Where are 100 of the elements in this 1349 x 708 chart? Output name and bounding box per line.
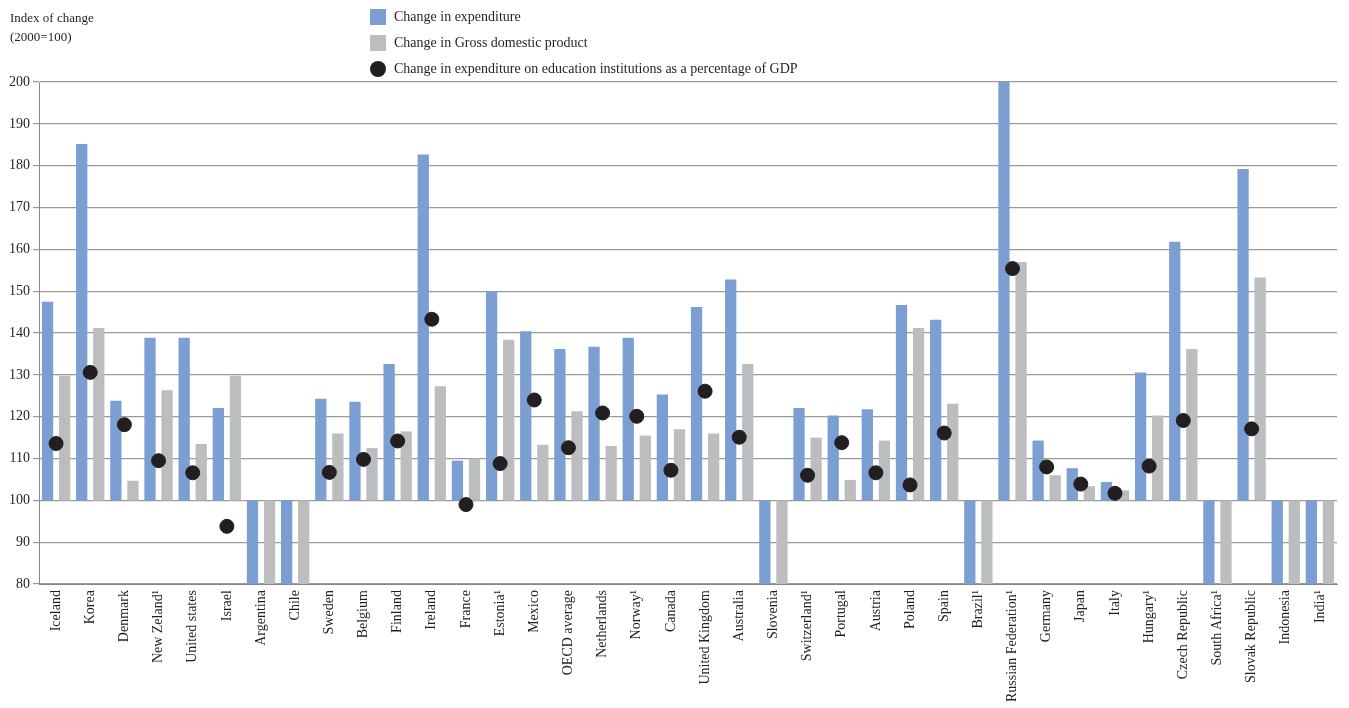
bar	[878, 440, 891, 501]
legend-label: Change in Gross domestic product	[394, 35, 588, 51]
x-tick-label: France	[457, 590, 473, 629]
point	[1005, 261, 1020, 277]
bar	[1203, 500, 1215, 585]
point	[731, 429, 747, 445]
bar	[434, 386, 446, 501]
y-tick-label: 150	[9, 282, 30, 298]
bar	[930, 319, 942, 501]
bar	[554, 348, 566, 501]
bar	[127, 480, 139, 501]
point	[663, 462, 679, 478]
point	[1175, 413, 1191, 428]
bar	[964, 500, 976, 585]
point	[458, 497, 474, 513]
bar	[827, 415, 839, 501]
x-tick-label: South Africa¹	[1209, 590, 1225, 666]
point	[185, 465, 201, 481]
x-tick-label: Austria	[867, 589, 883, 632]
x-tick-label: Russian Federation¹	[1004, 590, 1020, 702]
point	[526, 392, 542, 408]
bar	[417, 154, 429, 501]
x-tick-label: Australia	[730, 589, 746, 642]
y-tick-label: 120	[9, 408, 30, 424]
point	[800, 467, 816, 483]
bar	[315, 398, 327, 501]
point	[595, 405, 611, 421]
bar	[1220, 500, 1232, 585]
bar	[93, 328, 105, 501]
bar	[912, 328, 925, 501]
bar	[981, 500, 993, 585]
x-tick-label: Czech Republic	[1174, 590, 1190, 680]
bar	[1152, 415, 1164, 501]
y-axis-title: Index of change (2000=100)	[10, 9, 94, 46]
x-tick-label: Mexico	[525, 590, 541, 633]
bar	[161, 390, 173, 501]
bar	[1169, 241, 1181, 501]
x-tick-label: Denmark	[116, 590, 132, 643]
bar	[1254, 277, 1266, 501]
x-tick-label: United Kingdom	[696, 589, 712, 685]
y-tick-label: 200	[9, 73, 30, 89]
bar	[58, 375, 71, 501]
point	[116, 417, 132, 433]
bar	[1032, 440, 1044, 501]
y-tick-label: 140	[9, 324, 30, 340]
x-tick-label: Finland	[389, 590, 405, 633]
x-tick-label: Japan	[1072, 590, 1088, 622]
x-tick-label: Norway¹	[628, 590, 644, 640]
x-tick-label: Estonia¹	[491, 590, 507, 637]
bar	[998, 82, 1010, 501]
x-tick-label: United states	[184, 590, 200, 663]
bar	[520, 331, 532, 501]
bar	[622, 337, 634, 501]
bar	[76, 143, 88, 501]
bar	[810, 437, 822, 501]
bar	[1134, 372, 1147, 501]
bar	[1322, 500, 1335, 585]
bar	[844, 479, 856, 501]
x-tick-label: India¹	[1311, 590, 1327, 624]
bar	[212, 407, 224, 501]
bar	[366, 448, 378, 501]
bar	[537, 444, 549, 501]
y-tick-label: 170	[9, 199, 30, 215]
bar	[246, 500, 259, 585]
bar	[707, 433, 720, 501]
point	[492, 456, 508, 472]
point	[1073, 476, 1089, 492]
x-tick-label: Chile	[286, 590, 302, 621]
bar	[947, 403, 959, 501]
bar	[776, 500, 788, 585]
point	[48, 436, 64, 452]
bar	[605, 446, 617, 501]
x-tick-label: Belgium	[355, 590, 371, 639]
x-tick-label: New Zeland¹	[150, 590, 166, 664]
bar	[332, 433, 344, 501]
bar	[1186, 348, 1198, 501]
point	[219, 518, 235, 534]
x-tick-label: Slovenia	[765, 589, 781, 640]
bar	[1049, 475, 1061, 501]
point	[390, 433, 406, 449]
bar	[673, 429, 686, 501]
x-tick-label: Sweden	[321, 590, 337, 635]
x-tick-label: Netherlands	[594, 590, 610, 658]
point	[424, 311, 440, 327]
point	[697, 383, 713, 399]
bar	[229, 375, 242, 501]
point	[868, 465, 884, 481]
x-tick-label: Israel	[218, 589, 234, 622]
bar	[468, 458, 481, 501]
x-tick-label: Poland	[901, 590, 917, 629]
bar	[571, 411, 583, 501]
point	[1107, 485, 1123, 501]
bar	[759, 500, 771, 585]
bar	[263, 500, 276, 585]
legend-label: Change in expenditure	[394, 9, 521, 25]
y-tick-label: 130	[9, 366, 30, 382]
x-tick-label: Canada	[662, 589, 678, 633]
y-tick-label: 100	[9, 492, 30, 508]
x-tick-label: OECD average	[560, 590, 576, 676]
bar	[298, 500, 310, 585]
